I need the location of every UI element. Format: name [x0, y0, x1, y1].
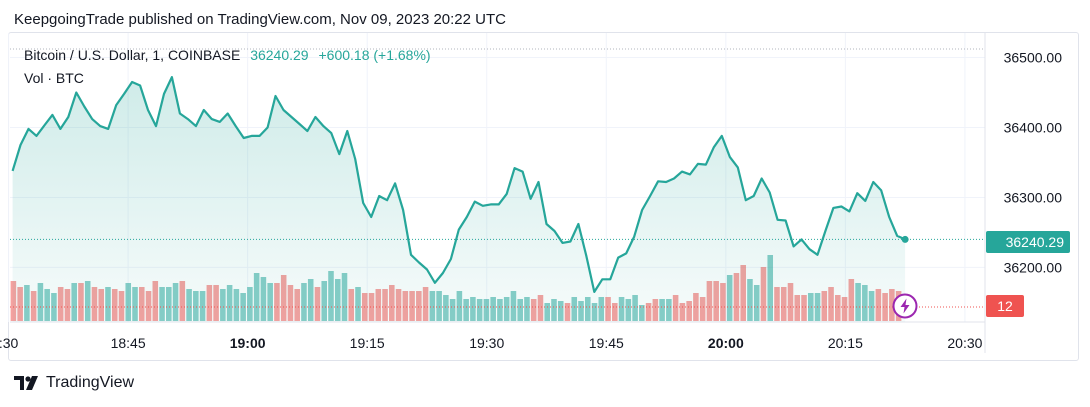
- lightning-icon[interactable]: [892, 293, 918, 319]
- tradingview-logo-icon[interactable]: [14, 375, 40, 391]
- publisher-caption: KeepgoingTrade published on TradingView.…: [14, 11, 506, 28]
- y-tick-label-1: 36300.00: [1004, 189, 1063, 205]
- y-tick-label-2: 36400.00: [1004, 119, 1063, 135]
- price-area-fill: [12, 77, 906, 322]
- x-tick-label-6: 20:00: [708, 335, 744, 351]
- footer-brand[interactable]: TradingView: [46, 374, 135, 391]
- footer: TradingView: [14, 374, 134, 392]
- legend-change: +600.18 (+1.68%): [318, 47, 431, 63]
- x-tick-label-7: 20:15: [828, 335, 863, 351]
- x-tick-label-0: :30: [0, 335, 19, 351]
- last-volume-tag: 12: [986, 295, 1024, 317]
- legend-price: 36240.29: [250, 47, 309, 63]
- x-tick-label-2: 19:00: [230, 335, 266, 351]
- x-axis: :30 18:45 19:00 19:15 19:30 19:45 20:00 20:15 20…: [0, 335, 983, 351]
- price-markers: [10, 48, 985, 308]
- x-tick-label-1: 18:45: [111, 335, 146, 351]
- x-tick-label-4: 19:30: [469, 335, 504, 351]
- symbol-legend: Bitcoin / U.S. Dollar, 1, COINBASE 36240…: [24, 47, 431, 63]
- x-tick-label-3: 19:15: [350, 335, 385, 351]
- y-tick-label-3: 36500.00: [1004, 49, 1063, 65]
- volume-legend[interactable]: Vol · BTC: [24, 70, 84, 86]
- y-tick-label-0: 36200.00: [1004, 259, 1063, 275]
- x-tick-label-5: 19:45: [589, 335, 624, 351]
- last-price-dot: [901, 235, 909, 243]
- price-line: [11, 76, 906, 293]
- price-area: [11, 76, 906, 322]
- symbol-name[interactable]: Bitcoin / U.S. Dollar, 1, COINBASE: [24, 47, 241, 63]
- x-tick-label-8: 20:30: [947, 335, 982, 351]
- y-axis: 36200.00 36300.00 36400.00 36500.00: [1004, 49, 1063, 275]
- last-price-tag: 36240.29: [986, 231, 1070, 253]
